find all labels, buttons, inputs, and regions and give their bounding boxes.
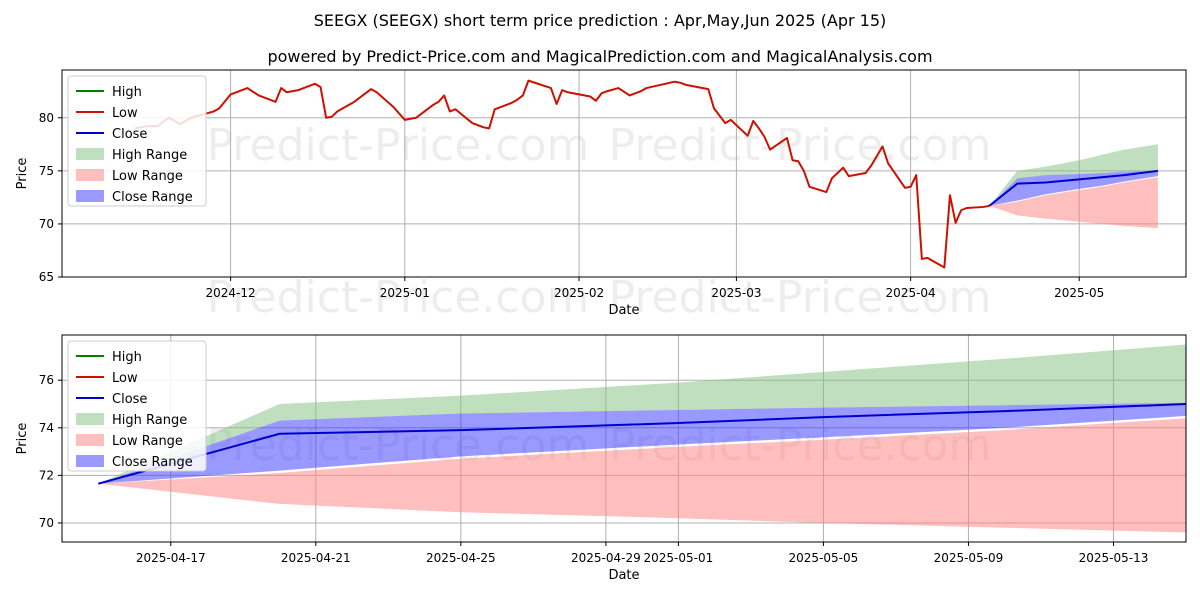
- x-tick-label: 2025-04-29: [571, 551, 641, 565]
- bottom-forecast-chart: Predict-Price.comPredict-Price.com2025-0…: [15, 334, 1187, 583]
- legend-low-range-label: Low Range: [112, 169, 183, 184]
- watermark-text: Predict-Price.com: [207, 272, 590, 323]
- close-forecast-line: [988, 169, 1159, 207]
- x-tick-label: 2025-05-01: [644, 551, 714, 565]
- x-tick-label: 2025-04-25: [426, 551, 496, 565]
- watermark-text: Predict-Price.com: [207, 120, 590, 171]
- close-range-band: [98, 402, 1187, 484]
- legend-low-range-swatch: [76, 434, 104, 446]
- x-tick-label: 2025-05: [1054, 286, 1104, 300]
- y-tick-label: 70: [39, 217, 54, 231]
- y-tick-label: 65: [39, 270, 54, 284]
- legend-low-label: Low: [112, 106, 138, 121]
- plot-frame: [61, 334, 1187, 543]
- x-tick-label: 2025-02: [554, 286, 604, 300]
- x-tick-label: 2024-12: [206, 286, 256, 300]
- legend-low-label: Low: [112, 371, 138, 386]
- chart-subtitle: powered by Predict-Price.com and Magical…: [267, 47, 932, 66]
- plot-frame: [61, 69, 1187, 278]
- x-tick-label: 2025-04: [886, 286, 936, 300]
- legend-close-label: Close: [112, 127, 147, 142]
- legend-high-range-label: High Range: [112, 413, 187, 428]
- top-price-chart: Predict-Price.com Predict-Price.com Predic…: [15, 69, 1187, 323]
- legend-close-range-swatch: [76, 190, 104, 202]
- legend-close-range-label: Close Range: [112, 455, 193, 470]
- x-axis-label: Date: [608, 568, 639, 583]
- legend-close-label: Close: [112, 392, 147, 407]
- legend-high-label: High: [112, 350, 142, 365]
- legend-close-range-swatch: [76, 455, 104, 467]
- y-tick-label: 76: [39, 373, 54, 387]
- y-tick-label: 70: [39, 516, 54, 530]
- x-tick-label: 2025-05-05: [789, 551, 859, 565]
- x-tick-label: 2025-04-21: [281, 551, 351, 565]
- x-axis-label: Date: [608, 303, 639, 318]
- legend-high-range-swatch: [76, 148, 104, 160]
- chart-title: SEEGX (SEEGX) short term price predictio…: [314, 11, 887, 30]
- low-range-band: [98, 418, 1187, 533]
- x-tick-label: 2025-01: [380, 286, 430, 300]
- x-tick-label: 2025-05-13: [1079, 551, 1149, 565]
- legend-low-range-label: Low Range: [112, 434, 183, 449]
- legend-close-range-label: Close Range: [112, 190, 193, 205]
- legend: High Low Close High Range Low Range Close Ran…: [67, 75, 207, 207]
- y-axis-label: Price: [15, 158, 30, 190]
- y-tick-label: 75: [39, 164, 54, 178]
- legend-low-range-swatch: [76, 169, 104, 181]
- y-tick-label: 72: [39, 468, 54, 482]
- close-range-band: [989, 170, 1158, 206]
- low-range-band: [989, 177, 1158, 229]
- high-range-band: [989, 144, 1158, 206]
- legend-high-range-label: High Range: [112, 148, 187, 163]
- x-tick-label: 2025-04-17: [136, 551, 206, 565]
- watermark-text: Predict-Price.com: [609, 272, 992, 323]
- high-range-band: [98, 344, 1187, 484]
- y-axis-label: Price: [15, 423, 30, 455]
- x-tick-label: 2025-05-09: [934, 551, 1004, 565]
- legend-high-label: High: [112, 85, 142, 100]
- x-tick-label: 2025-03: [711, 286, 761, 300]
- y-tick-label: 80: [39, 111, 54, 125]
- low-price-line: [134, 79, 990, 269]
- close-forecast-line: [97, 403, 1187, 485]
- legend: High Low Close High Range Low Range Close Ran…: [67, 340, 207, 472]
- legend-high-range-swatch: [76, 413, 104, 425]
- y-tick-label: 74: [39, 421, 54, 435]
